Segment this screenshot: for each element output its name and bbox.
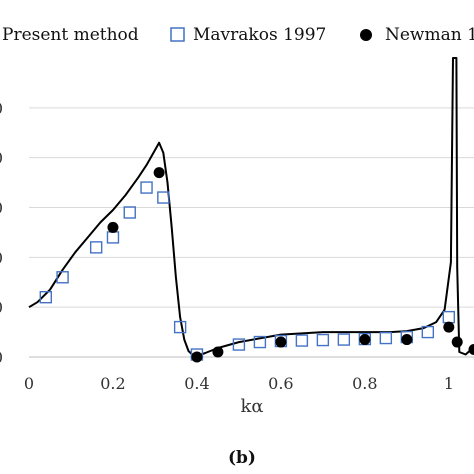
y-tick-label: 0 <box>0 248 3 267</box>
x-tick-labels: 0 0.2 0.4 0.6 0.8 1 <box>24 374 454 393</box>
plot-area <box>28 57 474 363</box>
legend-label-present-method: Present method <box>2 25 139 45</box>
legend-label-mavrakos: Mavrakos 1997 <box>193 25 326 45</box>
mavrakos-point <box>379 331 393 345</box>
legend-marker-mavrakos <box>170 27 185 42</box>
legend: Present method Mavrakos 1997 Newman 1 <box>2 25 474 45</box>
legend-marker-newman <box>360 29 372 41</box>
y-tick-label: 0 <box>0 99 3 118</box>
mavrakos-point <box>421 325 435 339</box>
mavrakos-point <box>173 320 187 334</box>
gridlines <box>29 107 474 308</box>
newman-point <box>468 344 474 356</box>
newman-point <box>275 336 287 348</box>
mavrakos-point <box>140 181 153 194</box>
y-tick-label: 0 <box>0 348 3 367</box>
x-tick-label: 0.8 <box>352 374 377 393</box>
y-tick-label: 0 <box>0 149 3 168</box>
newman-point <box>153 167 165 179</box>
newman-point <box>443 321 455 333</box>
mavrakos-point <box>316 333 330 347</box>
mavrakos-point <box>39 291 52 304</box>
y-tick-label: 0 <box>0 199 3 218</box>
y-tick-label: 0 <box>0 298 3 317</box>
x-tick-label: 0.6 <box>268 374 293 393</box>
mavrakos-point <box>89 241 103 254</box>
figure-caption: (b) <box>228 448 256 468</box>
mavrakos-point <box>106 231 120 244</box>
x-axis-label: kα <box>240 396 263 417</box>
mavrakos-point <box>123 206 136 219</box>
mavrakos-point <box>295 334 309 347</box>
mavrakos-point <box>56 271 69 284</box>
newman-point <box>191 351 203 363</box>
mavrakos-point <box>232 338 246 351</box>
newman-point <box>401 334 413 346</box>
x-tick-label: 0.2 <box>100 374 125 393</box>
mavrakos-point <box>442 310 456 324</box>
x-tick-label: 0.4 <box>184 374 209 393</box>
x-tick-label: 1 <box>444 374 454 393</box>
newman-point <box>212 346 224 358</box>
x-tick-label: 0 <box>24 374 34 393</box>
mavrakos-point <box>157 191 170 204</box>
mavrakos-point <box>253 335 267 349</box>
mavrakos-point <box>337 333 351 346</box>
newman-point <box>451 336 463 348</box>
legend-label-newman: Newman 1 <box>385 25 474 45</box>
newman-point <box>359 334 371 346</box>
series-group <box>28 57 474 363</box>
y-tick-labels: 0 0 0 0 0 0 <box>0 99 3 367</box>
newman-point <box>107 221 119 233</box>
